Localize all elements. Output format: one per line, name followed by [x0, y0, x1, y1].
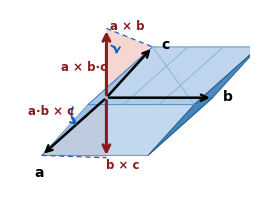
Polygon shape	[42, 98, 213, 155]
Text: c: c	[162, 38, 170, 52]
Text: b: b	[223, 90, 233, 104]
Text: a × b: a × b	[110, 20, 145, 33]
FancyArrowPatch shape	[111, 46, 120, 52]
FancyArrowPatch shape	[70, 107, 76, 124]
Polygon shape	[148, 47, 259, 155]
Polygon shape	[88, 47, 259, 105]
Polygon shape	[42, 98, 106, 158]
Polygon shape	[42, 47, 153, 155]
Text: a × b·c: a × b·c	[61, 61, 107, 74]
Text: b × c: b × c	[106, 159, 139, 172]
Text: a: a	[35, 166, 44, 180]
Polygon shape	[106, 28, 153, 98]
Text: a·b × c: a·b × c	[28, 105, 74, 118]
